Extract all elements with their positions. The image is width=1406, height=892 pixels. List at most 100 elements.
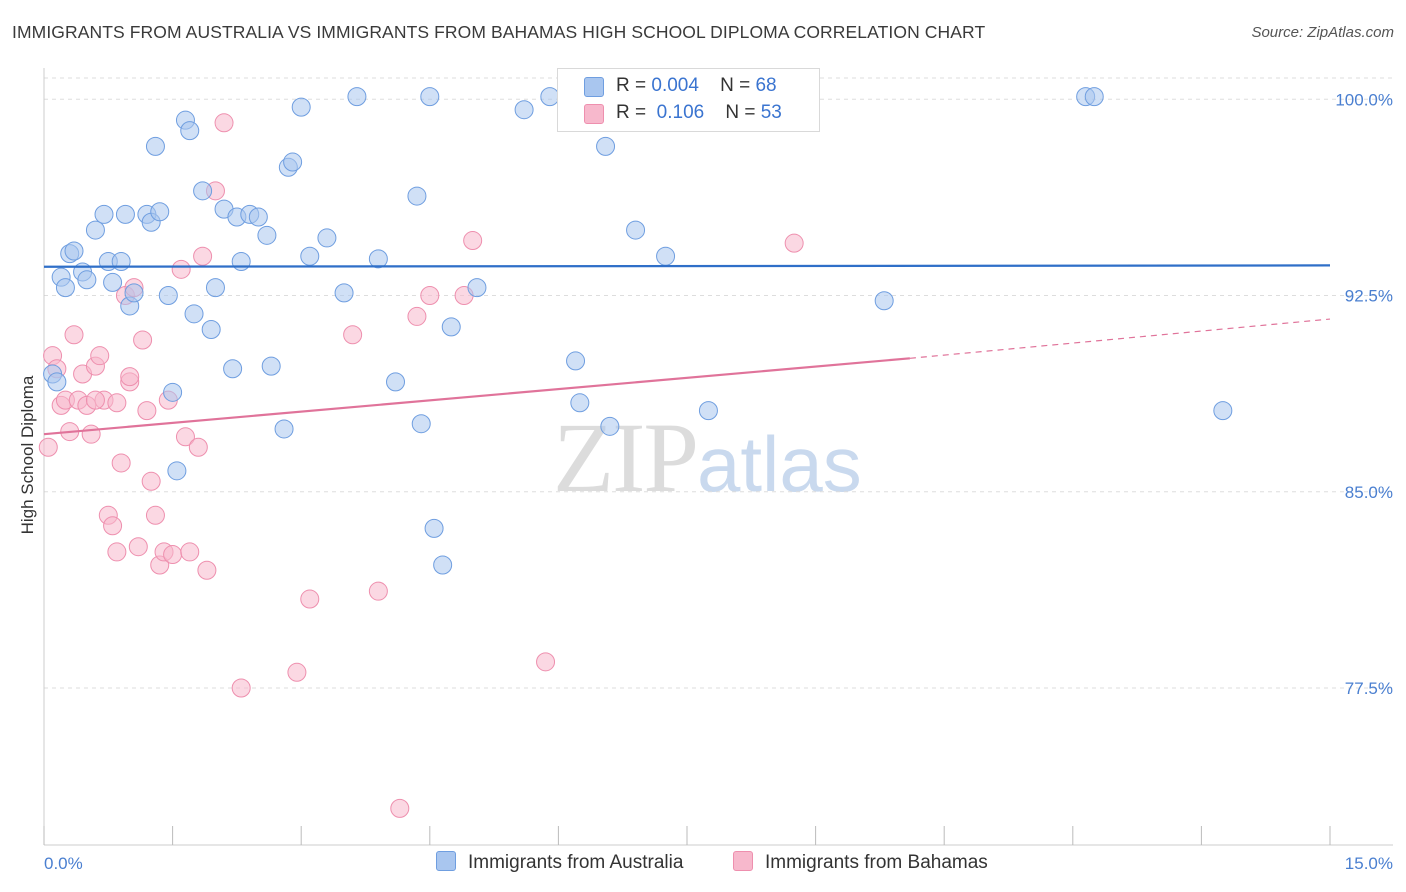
australia-point: [626, 220, 646, 240]
australia-point: [193, 181, 213, 201]
bottom-legend-australia: Immigrants from Australia: [436, 851, 683, 874]
australia-point: [368, 249, 388, 269]
legend-bahamas-stats: R = 0.106 N = 53: [616, 102, 782, 123]
bahamas-trend-line: [43, 357, 911, 436]
australia-point: [698, 401, 718, 421]
australia-point: [334, 283, 354, 303]
australia-point: [596, 136, 616, 156]
watermark-zip: ZIP: [553, 402, 699, 513]
australia-point: [570, 393, 590, 413]
bahamas-points: [38, 113, 804, 818]
australia-point: [205, 278, 225, 298]
australia-point: [411, 414, 431, 434]
australia-point: [231, 251, 251, 271]
australia-point: [274, 419, 294, 439]
bahamas-legend-label: Immigrants from Bahamas: [765, 852, 988, 873]
bahamas-point: [463, 231, 483, 251]
australia-point: [111, 251, 131, 271]
bahamas-point: [81, 424, 101, 444]
australia-point: [261, 356, 281, 376]
bahamas-point: [300, 589, 320, 609]
bahamas-legend-swatch: [733, 851, 753, 871]
bahamas-point: [188, 437, 208, 457]
bahamas-point: [784, 233, 804, 253]
australia-point: [407, 186, 427, 206]
australia-point: [124, 283, 144, 303]
australia-point: [248, 207, 268, 227]
chart-title: IMMIGRANTS FROM AUSTRALIA VS IMMIGRANTS …: [12, 22, 986, 42]
australia-swatch: [584, 77, 604, 97]
australia-point: [283, 152, 303, 172]
bahamas-point: [343, 325, 363, 345]
australia-point: [223, 359, 243, 379]
australia-point: [103, 272, 123, 292]
bahamas-point: [90, 346, 110, 366]
bahamas-point: [536, 652, 556, 672]
bahamas-n-value: 53: [760, 102, 782, 123]
bahamas-point: [368, 581, 388, 601]
australia-points: [43, 87, 1233, 575]
australia-point: [163, 382, 183, 402]
australia-point: [85, 220, 105, 240]
legend-australia-stats: R = 0.004 N = 68: [616, 75, 777, 96]
bahamas-point: [197, 560, 217, 580]
australia-point: [433, 555, 453, 575]
australia-point: [55, 278, 75, 298]
zipatlas-watermark: ZIPatlas: [553, 400, 862, 515]
bahamas-point: [231, 678, 251, 698]
australia-r-value: 0.004: [651, 75, 699, 96]
bahamas-point: [287, 662, 307, 682]
bahamas-point: [111, 453, 131, 473]
bahamas-point: [38, 437, 58, 457]
bahamas-point: [103, 516, 123, 536]
bahamas-point: [133, 330, 153, 350]
gridlines: [44, 77, 1393, 689]
y-axis-label: High School Diploma: [18, 375, 37, 534]
australia-point: [77, 270, 97, 290]
bahamas-point: [85, 390, 105, 410]
australia-point: [115, 204, 135, 224]
y-tick-label: 92.5%: [1345, 287, 1393, 306]
australia-point: [386, 372, 406, 392]
bahamas-point: [214, 113, 234, 133]
australia-point: [424, 518, 444, 538]
australia-point: [566, 351, 586, 371]
bahamas-r-value: 0.106: [656, 102, 705, 123]
bottom-legend-bahamas: Immigrants from Bahamas: [733, 851, 988, 874]
australia-point: [201, 320, 221, 340]
y-tick-label: 100.0%: [1335, 90, 1393, 109]
australia-point: [291, 97, 311, 117]
australia-point: [184, 304, 204, 324]
australia-point: [317, 228, 337, 248]
y-tick-label: 77.5%: [1345, 679, 1393, 698]
australia-point: [158, 286, 178, 305]
x-tick-label: 15.0%: [1345, 854, 1393, 873]
bahamas-point: [137, 401, 157, 421]
australia-legend-swatch: [436, 851, 456, 871]
source-label: Source: ZipAtlas.com: [1251, 24, 1394, 41]
australia-point: [145, 136, 165, 156]
australia-point: [656, 246, 676, 266]
australia-point: [347, 87, 367, 107]
y-tick-label: 85.0%: [1345, 483, 1393, 502]
australia-trend-line: [43, 264, 1331, 268]
australia-point: [1084, 87, 1104, 107]
bahamas-point: [163, 545, 183, 565]
bahamas-point: [107, 393, 127, 413]
australia-n-value: 68: [755, 75, 777, 96]
australia-point: [600, 416, 620, 436]
australia-point: [441, 317, 461, 337]
australia-point: [514, 100, 534, 120]
bahamas-point: [180, 542, 200, 562]
australia-point: [874, 291, 894, 311]
australia-point: [420, 87, 440, 107]
australia-point: [94, 204, 114, 224]
australia-point: [150, 202, 170, 222]
australia-point: [300, 246, 320, 266]
australia-point: [1213, 401, 1233, 421]
bahamas-point: [64, 325, 84, 345]
bahamas-point: [175, 427, 195, 447]
axes: [43, 68, 1393, 846]
australia-point: [180, 121, 200, 141]
